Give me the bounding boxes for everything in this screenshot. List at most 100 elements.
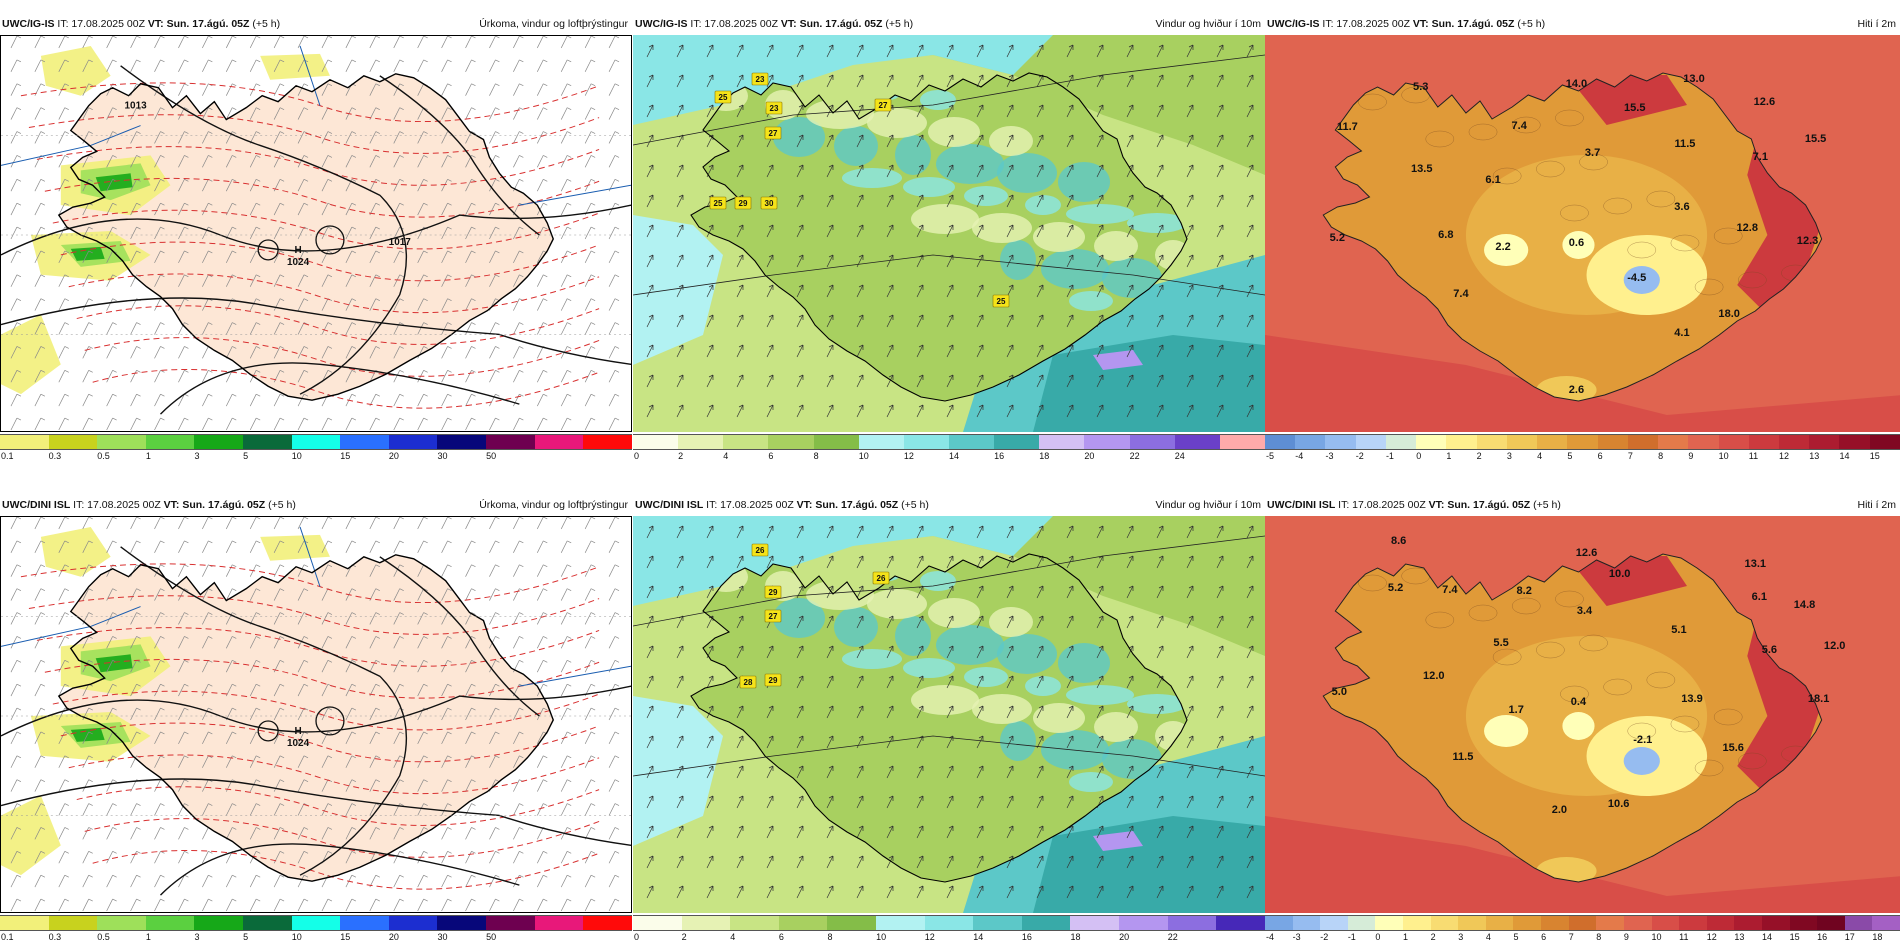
colorbar-tick-label: -3	[1325, 451, 1334, 461]
coastline	[57, 73, 555, 401]
temperature-label: 14.8	[1794, 599, 1816, 611]
run-info: UWC/IG-IS IT: 17.08.2025 00Z VT: Sun. 17…	[2, 14, 280, 34]
temperature-label: 8.2	[1517, 585, 1532, 597]
colorbar-ticks: 0.1 0.3 0.5 1 3 5 10 15 20 30 50	[0, 451, 632, 465]
colorbar-tick-label: 18	[1872, 932, 1883, 942]
colorbar-swatch	[340, 435, 389, 449]
colorbar-swatch	[903, 435, 949, 449]
colorbar-swatch	[534, 916, 584, 930]
colorbar-tick-label: 8	[813, 451, 819, 461]
pressure-label: H	[294, 245, 301, 256]
wind-max-label: 29	[764, 585, 782, 599]
temperature-label: 13.0	[1683, 73, 1705, 85]
colorbar-tick-label: 16	[1817, 932, 1828, 942]
wind-max-label: 28	[739, 675, 757, 689]
colorbar-tick-label: 30	[437, 451, 448, 461]
colorbar-swatch	[858, 435, 904, 449]
colorbar-tick-label: 15	[340, 451, 351, 461]
svg-text:29: 29	[769, 676, 778, 685]
colorbar-tick-label: 15	[1789, 932, 1800, 942]
temperature-label: 11.5	[1675, 138, 1696, 150]
colorbar-swatch	[437, 916, 487, 930]
colorbar-tick-label: 8	[827, 932, 833, 942]
colorbar-swatch	[1219, 435, 1265, 449]
colorbar-swatch	[437, 435, 487, 449]
temperature-label: 2.2	[1495, 241, 1510, 253]
colorbar-tick-label: 11	[1748, 451, 1759, 461]
temp-map-svg: 5.3 14.0 13.0 12.6 11.7 7.4 15.5 15.5 11.5 3.7 7.1…	[1265, 35, 1900, 432]
colorbar-tick-label: 0.1	[1, 451, 14, 461]
colorbar-tick-label: 20	[1119, 932, 1130, 942]
panel-header: UWC/IG-IS IT: 17.08.2025 00Z VT: Sun. 17…	[1265, 14, 1900, 34]
colorbar-tick-label: 5	[1513, 932, 1519, 942]
temperature-label: 7.4	[1442, 584, 1458, 596]
colorbar-ticks: 0 2 4 6 8 10 12 14 16 18 20 22	[633, 932, 1265, 946]
temperature-label: 6.8	[1438, 229, 1453, 241]
temp-map: 8.6 12.6 13.1 10.0 5.2 7.4 8.2 6.1 14.8 3.4 5.1 5.5…	[1265, 516, 1900, 913]
colorbar-swatch	[97, 916, 146, 930]
colorbar-swatch	[1385, 435, 1417, 449]
colorbar-tick-label: 20	[388, 932, 399, 942]
colorbar-tick-label: 2	[1476, 451, 1482, 461]
colorbar-tick-label: 15	[340, 932, 351, 942]
temp-map-svg: 8.6 12.6 13.1 10.0 5.2 7.4 8.2 6.1 14.8 3.4 5.1 5.5…	[1265, 516, 1900, 913]
colorbar-tick-label: -4	[1266, 932, 1275, 942]
colorbar-swatch	[1537, 435, 1568, 449]
svg-text:26: 26	[877, 574, 886, 583]
colorbar-swatch	[1084, 435, 1130, 449]
temperature-label: 11.7	[1337, 121, 1358, 133]
colorbar-tick-label: 22	[1129, 451, 1140, 461]
colorbar-ticks: 0.1 0.3 0.5 1 3 5 10 15 20 30 50	[0, 932, 632, 946]
colorbar-tick-label: 9	[1688, 451, 1694, 461]
colorbar-swatch	[48, 916, 98, 930]
colorbar-swatch	[1809, 435, 1840, 449]
colorbar-ticks: -4-3-2-1012345678910111213141516171819	[1265, 932, 1900, 946]
temperature-label: 8.6	[1391, 535, 1406, 547]
colorbar-tick-label: 9	[1623, 932, 1629, 942]
model-name: UWC/DINI ISL	[2, 499, 71, 511]
colorbar	[1265, 434, 1900, 450]
colorbar-tick-label: -4	[1295, 451, 1304, 461]
colorbar-swatch	[1706, 916, 1735, 930]
temperature-label: 6.1	[1752, 591, 1767, 603]
temperature-label: 5.5	[1493, 637, 1508, 649]
svg-text:25: 25	[714, 199, 723, 208]
panel-ig-wind: UWC/IG-IS IT: 17.08.2025 00Z VT: Sun. 17…	[633, 14, 1265, 469]
wind-max-label: 25	[992, 294, 1010, 308]
colorbar-swatch	[1623, 916, 1652, 930]
colorbar-tick-label: 5	[243, 451, 249, 461]
colorbar-tick-label: 4	[1537, 451, 1543, 461]
temperature-label: 0.6	[1569, 237, 1584, 249]
colorbar-tick-label: 14	[973, 932, 984, 942]
colorbar-swatch	[1748, 435, 1779, 449]
wind-max-label: 27	[764, 126, 782, 140]
colorbar-swatch	[1430, 916, 1459, 930]
colorbar-swatch	[1567, 435, 1598, 449]
init-time: IT: 17.08.2025 00Z	[1319, 18, 1413, 30]
bottom-row: UWC/DINI ISL IT: 17.08.2025 00Z VT: Sun.…	[0, 495, 1900, 950]
colorbar-swatch	[0, 916, 49, 930]
wind-max-label: 25	[714, 90, 732, 104]
wind-max-label: 27	[874, 98, 892, 112]
colorbar-tick-label: 1	[1403, 932, 1409, 942]
svg-text:26: 26	[756, 546, 765, 555]
svg-text:25: 25	[997, 297, 1006, 306]
wind-map: 25 23 23 27 27 25 29 30 25	[633, 35, 1265, 432]
panel-header: UWC/IG-IS IT: 17.08.2025 00Z VT: Sun. 17…	[633, 14, 1265, 34]
colorbar	[633, 434, 1265, 450]
colorbar-swatch	[1416, 435, 1447, 449]
init-time: IT: 17.08.2025 00Z	[687, 18, 781, 30]
colorbar-tick-label: 10	[1651, 932, 1662, 942]
svg-text:27: 27	[769, 129, 778, 138]
colorbar-tick-label: 3	[194, 932, 200, 942]
model-name: UWC/DINI ISL	[635, 499, 704, 511]
colorbar-tick-label: 1	[1446, 451, 1452, 461]
coastline	[1322, 72, 1823, 402]
colorbar-swatch	[243, 435, 292, 449]
temperature-label: 1.7	[1509, 704, 1524, 716]
temperature-label: 5.3	[1413, 81, 1428, 93]
colorbar-swatch	[1403, 916, 1431, 930]
temperature-label: 15.6	[1722, 742, 1744, 754]
temperature-label: 10.6	[1608, 798, 1630, 810]
